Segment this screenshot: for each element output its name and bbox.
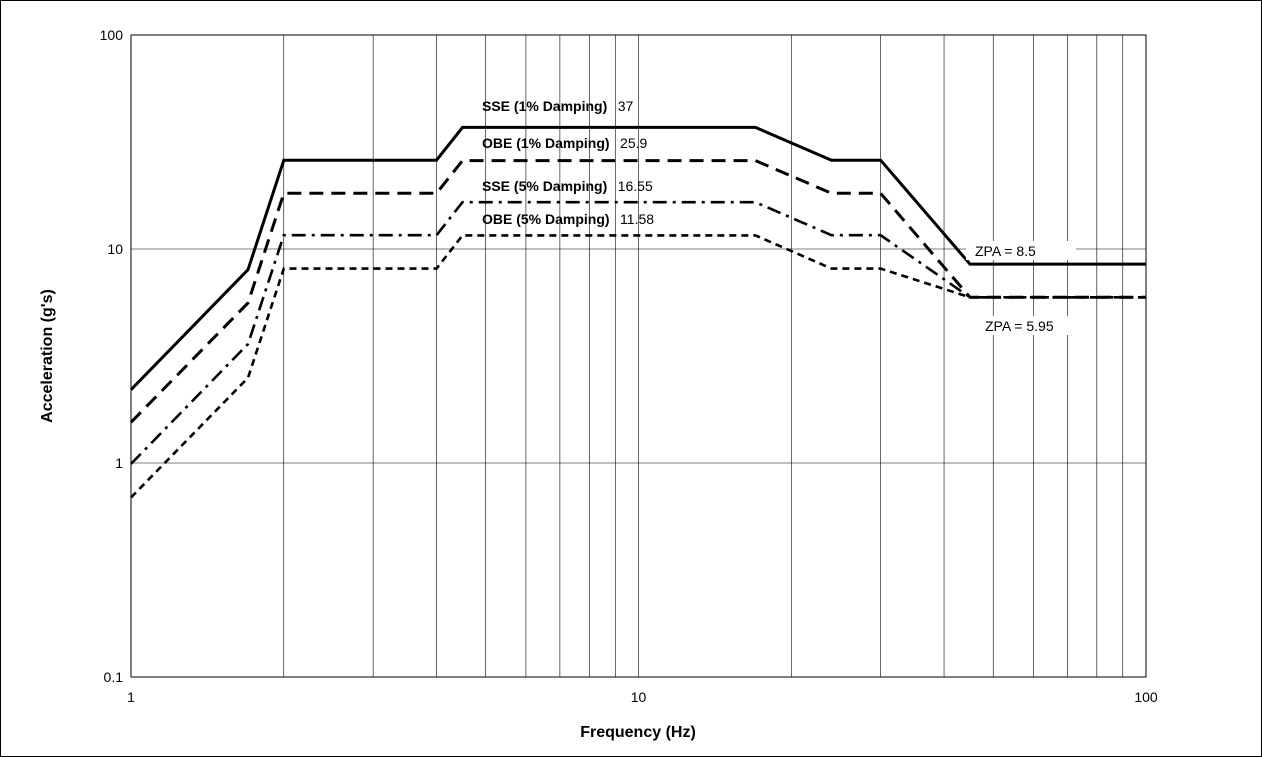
x-tick-label: 100 — [1134, 689, 1158, 705]
annotation-obe-1pct-label: OBE (1% Damping) — [482, 135, 610, 151]
series-line-3 — [130, 200, 1146, 465]
series-layer — [129, 125, 1146, 499]
y-axis-title: Acceleration (g's) — [39, 289, 56, 423]
annotation-obe-5pct: OBE (5% Damping) 11.58 — [482, 211, 654, 228]
series-line-4 — [130, 234, 1146, 499]
zpa-8-5-label-bg — [966, 241, 1076, 260]
grid-x — [283, 35, 1124, 677]
annotation-zpa-5-95: ZPA = 5.95 — [985, 318, 1054, 334]
annotation-sse-1pct-label: SSE (1% Damping) — [482, 98, 607, 114]
annotation-sse-1pct: SSE (1% Damping) 37 — [482, 98, 633, 115]
annotation-sse-5pct-label: SSE (5% Damping) — [482, 178, 607, 194]
x-axis-title: Frequency (Hz) — [580, 724, 696, 741]
annotation-zpa-8-5: ZPA = 8.5 — [975, 243, 1036, 259]
y-tick-label: 10 — [107, 241, 123, 257]
annotation-sse-5pct-value: 16.55 — [618, 178, 653, 194]
annotation-sse-1pct-value: 37 — [618, 98, 634, 114]
annotation-sse-5pct: SSE (5% Damping) 16.55 — [482, 178, 653, 195]
x-tick-label: 1 — [127, 689, 135, 705]
y-tick-labels: 0.1 1 10 100 — [100, 27, 124, 685]
annotation-obe-5pct-label: OBE (5% Damping) — [482, 211, 610, 227]
y-tick-label: 0.1 — [104, 669, 124, 685]
annotation-obe-5pct-value: 11.58 — [620, 211, 654, 227]
y-tick-label: 1 — [115, 455, 123, 471]
y-tick-label: 100 — [100, 27, 124, 43]
annotation-obe-1pct: OBE (1% Damping) 25.9 — [482, 135, 647, 152]
x-tick-labels: 1 10 100 — [127, 689, 1158, 705]
x-tick-label: 10 — [631, 689, 647, 705]
plot-border — [130, 34, 1147, 678]
series-line-1 — [129, 125, 1146, 391]
zpa-5-95-label-bg — [976, 316, 1096, 335]
annotation-obe-1pct-value: 25.9 — [620, 135, 647, 151]
series-line-2 — [129, 159, 1146, 424]
